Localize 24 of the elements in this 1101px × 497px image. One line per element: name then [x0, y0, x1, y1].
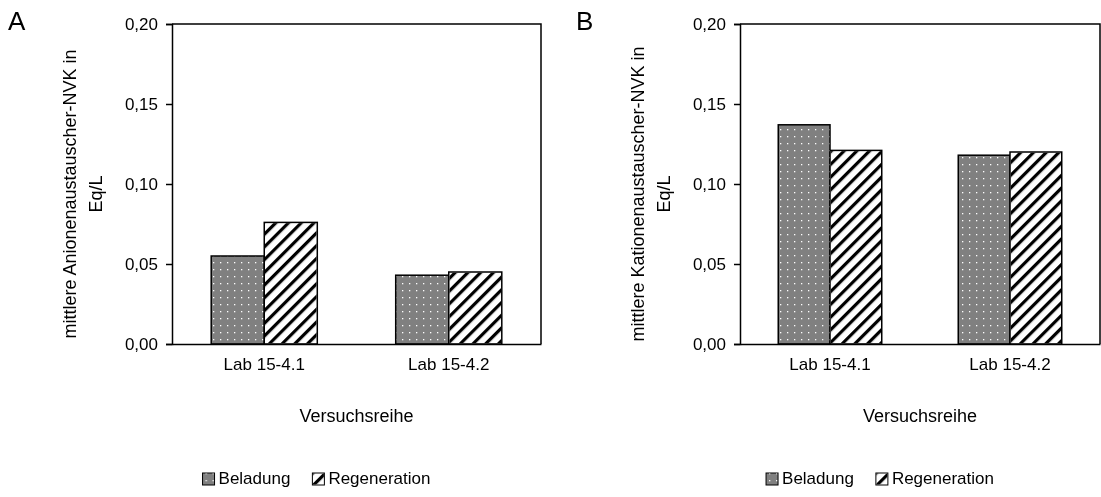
x-tick-label: Lab 15-4.2	[969, 355, 1051, 375]
legend-label: Regeneration	[328, 469, 431, 488]
x-tick-label: Lab 15-4.2	[408, 355, 490, 375]
y-tick-label: 0,05	[692, 254, 726, 274]
y-axis-title: mittlere Kationenaustauscher-NVK in Eq/L	[628, 46, 674, 342]
legend-label: Beladung	[218, 469, 291, 488]
y-tick-label: 0,20	[124, 14, 158, 34]
y-tick-label: 0,00	[692, 334, 726, 354]
y-tick-label: 0,15	[692, 94, 726, 114]
legend-label: Beladung	[782, 469, 854, 488]
chart-title: B	[576, 6, 594, 36]
legend-label: Regeneration	[891, 469, 994, 488]
x-tick-label: Lab 15-4.1	[789, 355, 871, 375]
y-tick-label: 0,05	[124, 254, 158, 274]
y-tick-label: 0,10	[124, 174, 158, 194]
y-tick-label: 0,10	[692, 174, 726, 194]
y-axis-title: mittlere Anionenaustauscher-NVK in Eq/L	[60, 49, 106, 339]
y-tick-label: 0,00	[124, 334, 158, 354]
y-tick-label: 0,15	[124, 94, 158, 114]
x-axis-title: Versuchsreihe	[299, 406, 414, 426]
x-axis-title: Versuchsreihe	[862, 406, 978, 426]
x-tick-label: Lab 15-4.1	[223, 355, 305, 375]
y-tick-label: 0,20	[692, 14, 726, 34]
chart-title: A	[8, 6, 26, 36]
